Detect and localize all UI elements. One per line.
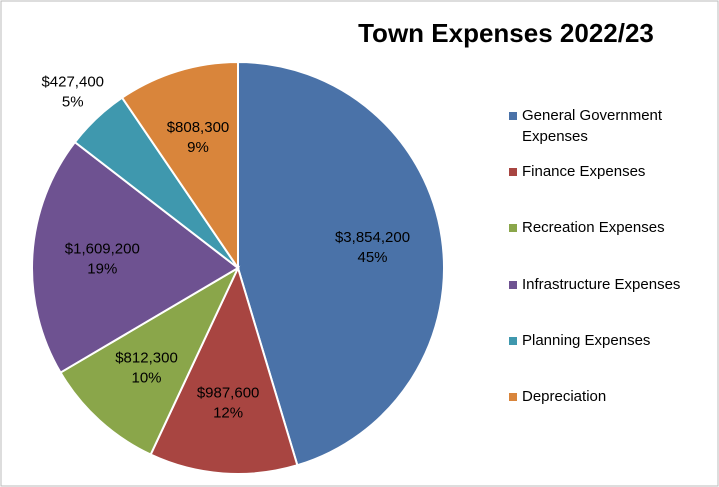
data-label-percent: 5% bbox=[62, 94, 84, 111]
data-label-percent: 9% bbox=[187, 139, 209, 156]
data-label-percent: 12% bbox=[213, 405, 243, 422]
pie-slice bbox=[59, 265, 241, 456]
legend-swatch bbox=[509, 112, 517, 120]
data-label: $812,300 bbox=[115, 350, 178, 367]
legend-swatch bbox=[509, 168, 517, 176]
data-label: $3,854,200 bbox=[335, 229, 410, 246]
data-label: $987,600 bbox=[197, 385, 260, 402]
legend-swatch bbox=[509, 224, 517, 232]
legend-swatch bbox=[509, 337, 517, 345]
legend-label: Depreciation bbox=[522, 388, 607, 405]
data-label-percent: 19% bbox=[87, 260, 117, 277]
pie-slice bbox=[120, 60, 239, 272]
legend-label: Recreation Expenses bbox=[522, 219, 665, 236]
chart-title: Town Expenses 2022/23 bbox=[358, 18, 654, 48]
legend-label: Planning Expenses bbox=[522, 332, 651, 349]
pie-slice bbox=[31, 140, 240, 374]
legend-swatch bbox=[509, 281, 517, 289]
data-label: $808,300 bbox=[167, 119, 230, 136]
legend-swatch bbox=[509, 393, 517, 401]
legend-label: Finance Expenses bbox=[522, 163, 646, 180]
data-label: $1,609,200 bbox=[65, 240, 140, 257]
data-label-percent: 10% bbox=[131, 370, 161, 387]
legend-label: General Government Expenses bbox=[522, 107, 663, 145]
legend-label: Infrastructure Expenses bbox=[522, 276, 681, 293]
pie-slice bbox=[149, 265, 299, 475]
data-label: $427,400 bbox=[41, 74, 104, 91]
pie-slice bbox=[237, 60, 445, 467]
data-label-percent: 45% bbox=[357, 249, 387, 266]
